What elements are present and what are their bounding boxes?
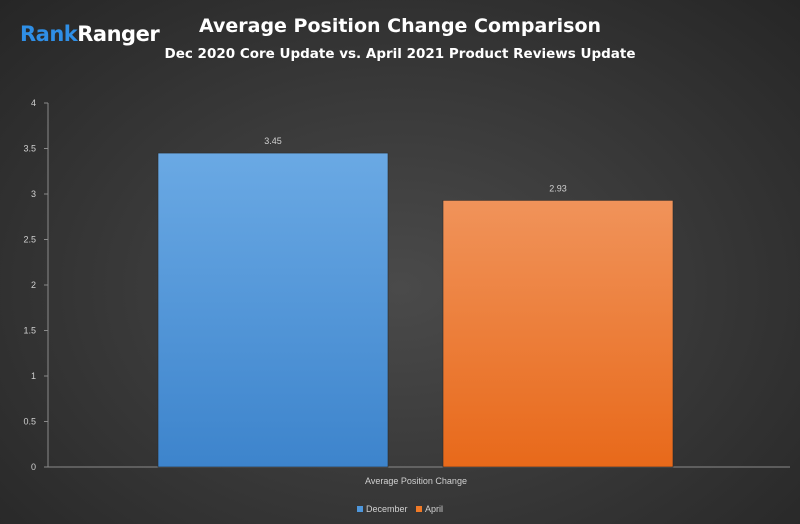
- legend: December April: [0, 504, 800, 514]
- legend-swatch-april: [416, 506, 422, 512]
- logo-text-ranger: Ranger: [77, 22, 160, 46]
- y-tick-label: 1.5: [23, 326, 36, 336]
- x-category-label: Average Position Change: [365, 476, 467, 486]
- y-tick-label: 1: [31, 371, 36, 381]
- rankranger-logo: RankRanger: [20, 22, 160, 46]
- data-label-april: 2.93: [549, 183, 567, 193]
- y-tick-label: 3: [31, 189, 36, 199]
- chart-subtitle: Dec 2020 Core Update vs. April 2021 Prod…: [164, 46, 636, 62]
- bar-april: [442, 200, 674, 468]
- logo-text-rank: Rank: [20, 22, 78, 46]
- chart-title: Average Position Change Comparison: [198, 15, 602, 37]
- y-tick-label: 2: [31, 280, 36, 290]
- y-tick-label: 0.5: [23, 417, 36, 427]
- legend-label-april: April: [425, 504, 444, 514]
- bar-december: [157, 152, 389, 468]
- y-tick-label: 0: [31, 462, 36, 472]
- y-tick-label: 4: [31, 98, 36, 108]
- legend-label-december: December: [365, 504, 408, 514]
- legend-swatch-december: [356, 506, 363, 512]
- y-tick-label: 2.5: [23, 235, 36, 245]
- legend-item-april: April: [416, 504, 443, 514]
- legend-item-december: December: [356, 504, 408, 514]
- y-tick-label: 3.5: [23, 144, 36, 154]
- data-label-december: 3.45: [264, 136, 282, 146]
